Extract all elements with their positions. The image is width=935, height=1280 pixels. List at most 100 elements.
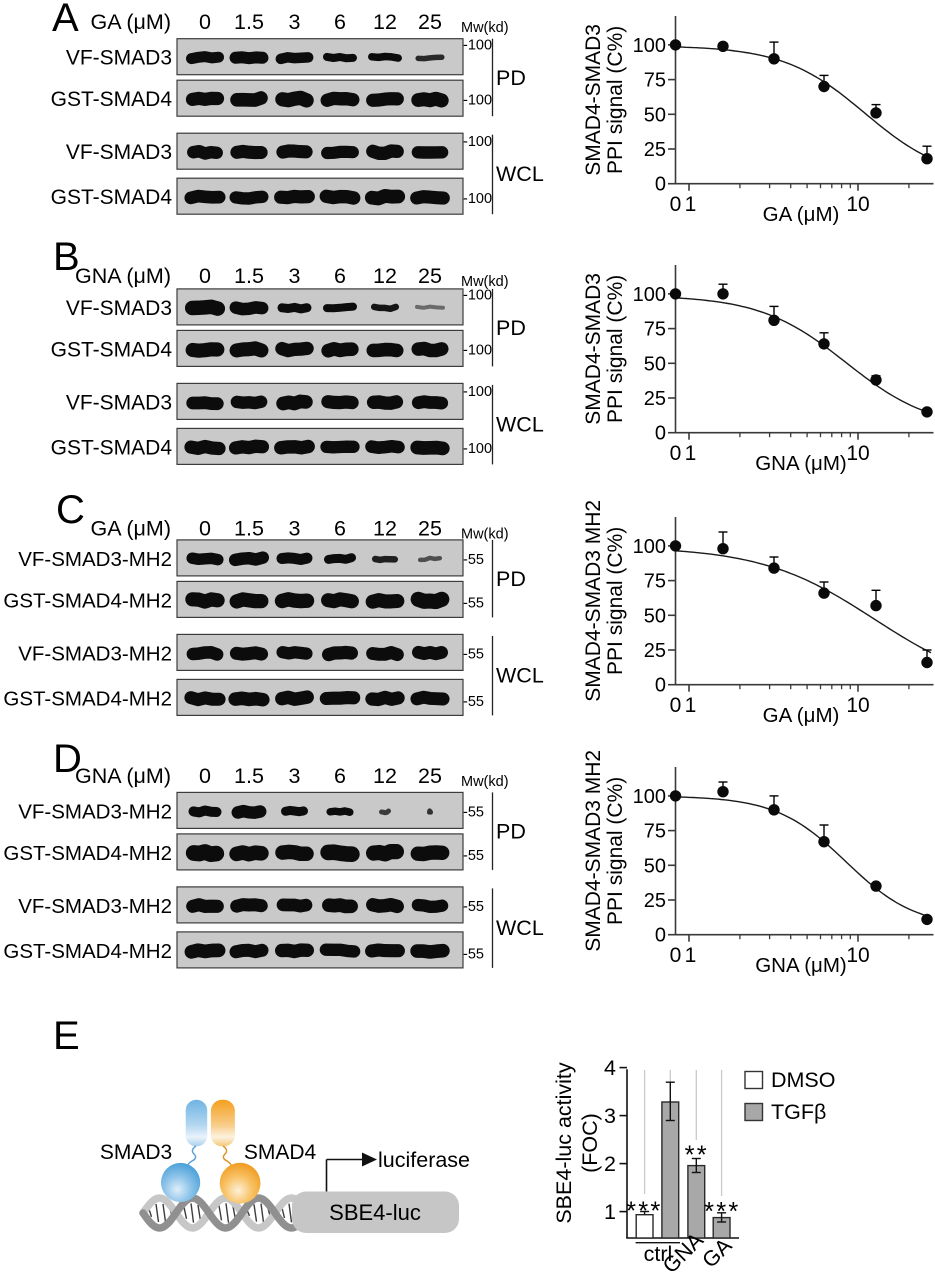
svg-text:12: 12: [373, 764, 397, 788]
svg-text:GNA (μM): GNA (μM): [75, 264, 171, 288]
svg-text:***: ***: [704, 1198, 740, 1226]
svg-text:4: 4: [604, 1056, 616, 1080]
svg-text:VF-SMAD3-MH2: VF-SMAD3-MH2: [18, 895, 172, 918]
svg-text:GST-SMAD4-MH2: GST-SMAD4-MH2: [3, 940, 172, 963]
svg-text:Mw(kd): Mw(kd): [461, 20, 509, 36]
svg-text:12: 12: [373, 10, 397, 34]
svg-text:100: 100: [633, 786, 666, 808]
svg-text:-100: -100: [463, 92, 492, 108]
svg-text:75: 75: [644, 70, 666, 92]
svg-text:1: 1: [604, 1200, 616, 1224]
svg-text:1: 1: [685, 944, 697, 967]
svg-text:C: C: [56, 488, 85, 532]
svg-text:-55: -55: [463, 899, 484, 915]
svg-text:GNA (μM): GNA (μM): [755, 954, 847, 977]
svg-text:GST-SMAD4-MH2: GST-SMAD4-MH2: [3, 589, 172, 612]
svg-text:VF-SMAD3-MH2: VF-SMAD3-MH2: [18, 800, 172, 823]
svg-text:SMAD4-SMAD3 MH2: SMAD4-SMAD3 MH2: [582, 500, 605, 702]
svg-text:PPI signal (C%): PPI signal (C%): [604, 26, 627, 174]
svg-text:PPI signal (C%): PPI signal (C%): [604, 777, 627, 925]
svg-text:-100: -100: [463, 191, 492, 207]
svg-text:-55: -55: [463, 694, 484, 710]
svg-text:-55: -55: [463, 805, 484, 821]
svg-text:0: 0: [655, 423, 666, 445]
svg-text:Mw(kd): Mw(kd): [461, 526, 509, 542]
svg-text:GST-SMAD4: GST-SMAD4: [51, 186, 173, 209]
svg-text:TGFβ: TGFβ: [771, 1100, 826, 1124]
svg-text:-55: -55: [463, 947, 484, 963]
svg-text:GST-SMAD4-MH2: GST-SMAD4-MH2: [3, 687, 172, 710]
svg-text:GA (μM): GA (μM): [763, 704, 840, 727]
svg-text:GA (μM): GA (μM): [763, 203, 840, 226]
svg-text:1: 1: [685, 694, 697, 717]
svg-text:0: 0: [199, 516, 211, 540]
svg-text:6: 6: [334, 516, 346, 540]
svg-text:75: 75: [644, 319, 666, 341]
svg-text:25: 25: [644, 139, 666, 161]
svg-text:0: 0: [655, 174, 666, 196]
svg-text:WCL: WCL: [496, 916, 544, 940]
svg-text:-55: -55: [463, 596, 484, 612]
svg-text:D: D: [53, 737, 82, 781]
svg-text:-55: -55: [463, 552, 484, 568]
svg-text:0: 0: [670, 193, 682, 216]
svg-text:-55: -55: [463, 848, 484, 864]
svg-text:1.5: 1.5: [234, 764, 264, 788]
svg-text:-100: -100: [463, 441, 492, 457]
svg-text:Mw(kd): Mw(kd): [461, 274, 509, 290]
svg-text:12: 12: [373, 264, 397, 288]
svg-text:luciferase: luciferase: [378, 1148, 470, 1172]
svg-text:25: 25: [644, 640, 666, 662]
svg-text:3: 3: [289, 264, 301, 288]
svg-text:VF-SMAD3-MH2: VF-SMAD3-MH2: [18, 548, 172, 571]
svg-text:3: 3: [289, 764, 301, 788]
svg-text:***: ***: [626, 1198, 662, 1226]
svg-text:10: 10: [846, 694, 869, 717]
svg-text:6: 6: [334, 264, 346, 288]
svg-text:SBE4-luc: SBE4-luc: [329, 1200, 421, 1225]
svg-text:0: 0: [199, 10, 211, 34]
svg-text:0: 0: [199, 264, 211, 288]
svg-text:1.5: 1.5: [234, 516, 264, 540]
svg-text:SMAD4-SMAD3: SMAD4-SMAD3: [582, 24, 605, 176]
svg-text:PPI signal (C%): PPI signal (C%): [604, 527, 627, 675]
svg-text:10: 10: [846, 944, 869, 967]
svg-text:3: 3: [289, 10, 301, 34]
svg-text:GST-SMAD4: GST-SMAD4: [51, 436, 173, 459]
svg-text:25: 25: [418, 516, 442, 540]
svg-text:VF-SMAD3: VF-SMAD3: [66, 297, 172, 320]
svg-text:SMAD4: SMAD4: [244, 1141, 317, 1164]
svg-text:75: 75: [644, 821, 666, 843]
svg-text:PD: PD: [496, 820, 526, 844]
svg-text:PD: PD: [496, 316, 526, 340]
svg-text:DMSO: DMSO: [771, 1068, 836, 1092]
svg-text:SMAD3: SMAD3: [100, 1141, 172, 1164]
svg-text:100: 100: [633, 35, 666, 57]
svg-text:SMAD4-SMAD3: SMAD4-SMAD3: [582, 273, 605, 425]
svg-text:25: 25: [418, 764, 442, 788]
svg-text:SBE4-luc activity: SBE4-luc activity: [552, 1062, 576, 1224]
svg-text:0: 0: [670, 944, 682, 967]
svg-text:Mw(kd): Mw(kd): [461, 774, 509, 790]
svg-text:VF-SMAD3-MH2: VF-SMAD3-MH2: [18, 642, 172, 665]
svg-text:GST-SMAD4-MH2: GST-SMAD4-MH2: [3, 842, 172, 865]
svg-text:B: B: [53, 235, 80, 279]
svg-text:100: 100: [633, 536, 666, 558]
svg-text:GST-SMAD4: GST-SMAD4: [51, 88, 173, 111]
svg-text:(FOC): (FOC): [578, 1113, 602, 1173]
svg-text:25: 25: [418, 264, 442, 288]
svg-text:-100: -100: [463, 384, 492, 400]
svg-text:0: 0: [670, 694, 682, 717]
svg-text:3: 3: [289, 516, 301, 540]
svg-text:50: 50: [644, 353, 666, 375]
svg-text:50: 50: [644, 855, 666, 877]
svg-text:PD: PD: [496, 66, 526, 90]
svg-text:0: 0: [199, 764, 211, 788]
svg-text:0: 0: [655, 925, 666, 947]
svg-text:25: 25: [644, 388, 666, 410]
svg-text:50: 50: [644, 104, 666, 126]
svg-text:12: 12: [373, 516, 397, 540]
svg-text:PPI signal (C%): PPI signal (C%): [604, 275, 627, 423]
svg-text:E: E: [53, 1014, 80, 1058]
svg-text:GST-SMAD4: GST-SMAD4: [51, 338, 173, 361]
